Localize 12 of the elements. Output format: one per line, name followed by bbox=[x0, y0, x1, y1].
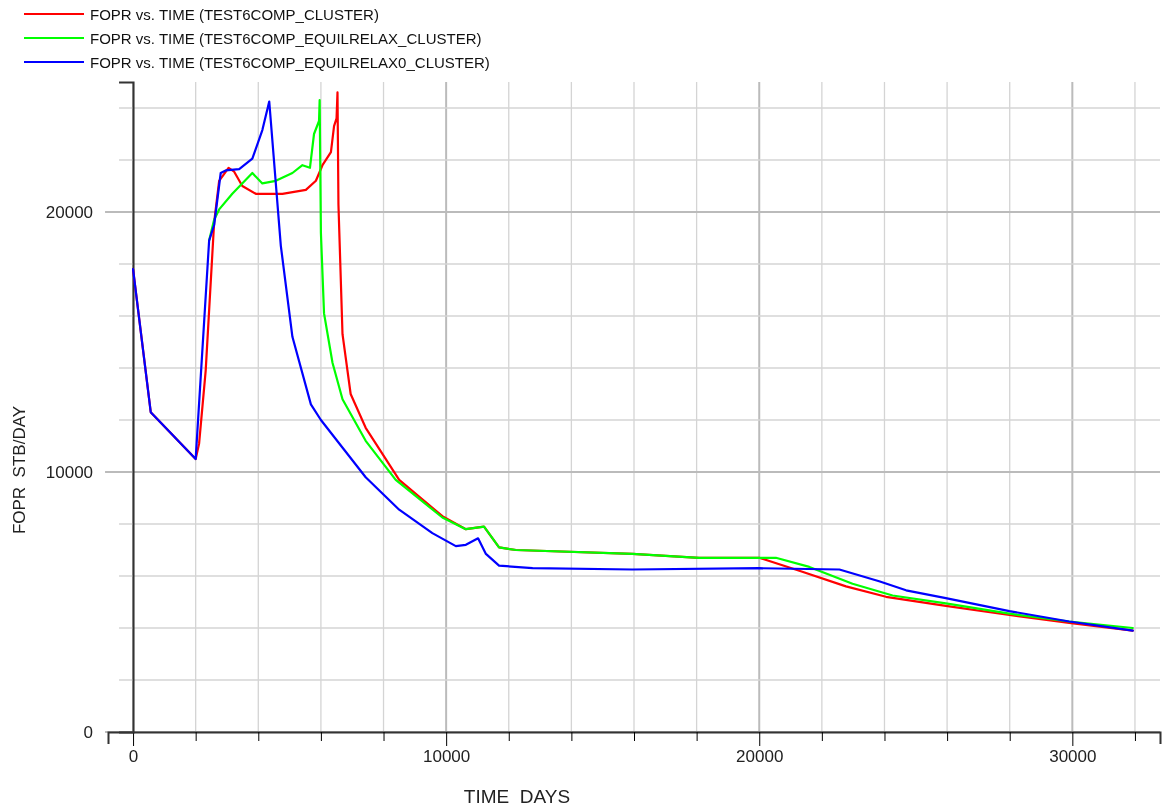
x-tick-label: 10000 bbox=[423, 747, 471, 767]
x-axis-title: TIME DAYS bbox=[463, 786, 571, 807]
legend-label: FOPR vs. TIME (TEST6COMP_CLUSTER) bbox=[90, 6, 379, 23]
x-tick-label: 20000 bbox=[736, 747, 784, 767]
y-tick-label: 10000 bbox=[45, 462, 94, 482]
legend-label: FOPR vs. TIME (TEST6COMP_EQUILRELAX_CLUSTER) bbox=[90, 30, 482, 47]
legend-label: FOPR vs. TIME (TEST6COMP_EQUILRELAX0_CLUSTER) bbox=[90, 54, 490, 71]
x-tick-label: 30000 bbox=[1049, 747, 1097, 767]
y-axis-title: FOPR STB/DAY bbox=[10, 405, 29, 535]
x-tick-label: 0 bbox=[128, 747, 139, 767]
y-tick-label: 0 bbox=[83, 722, 94, 742]
y-tick-label: 20000 bbox=[45, 202, 94, 222]
